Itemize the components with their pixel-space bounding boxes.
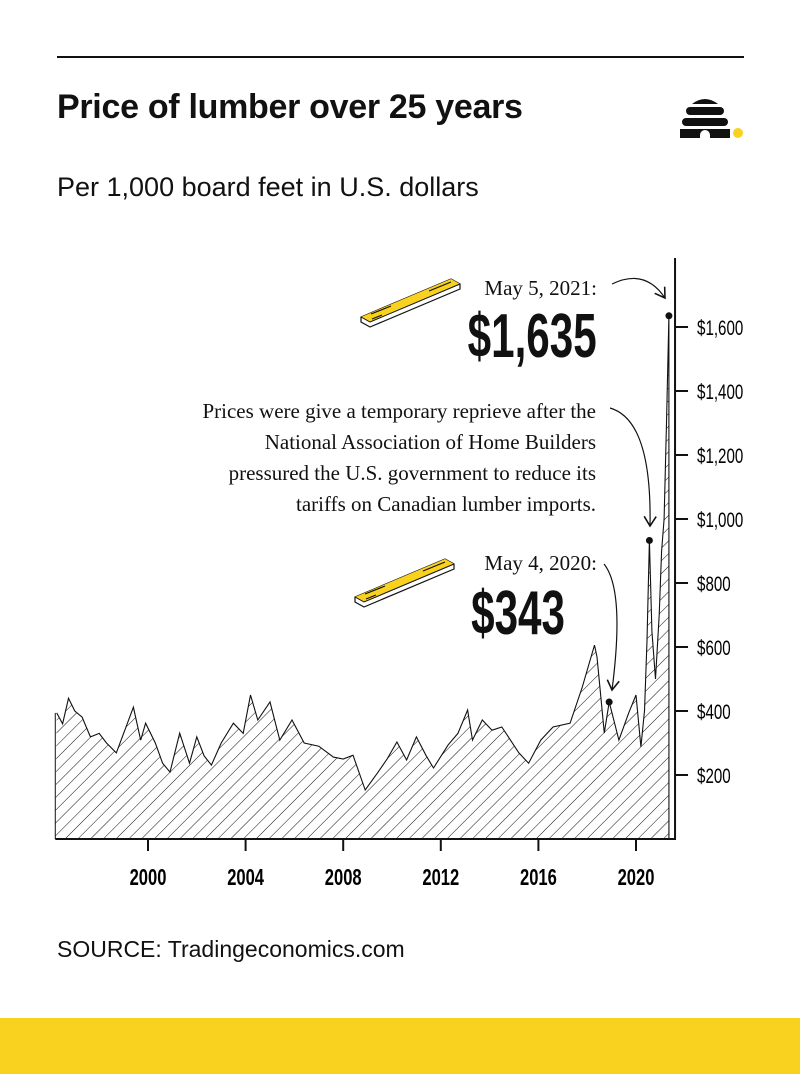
data-marker [605,698,613,706]
lumber-board-icon [354,558,455,608]
x-tick-label: 2000 [130,865,167,890]
top-rule [57,56,744,58]
chart-subtitle: Per 1,000 board feet in U.S. dollars [57,172,479,202]
peak-date: May 5, 2021: [484,276,597,300]
x-tick-label: 2004 [227,865,265,890]
y-tick-label: $800 [697,571,731,595]
y-tick-label: $400 [697,699,731,723]
low-date: May 4, 2020: [484,551,597,575]
note-line: pressured the U.S. government to reduce … [228,461,596,485]
lumber-board-icon [360,278,461,328]
data-marker [665,312,673,320]
peak-value: $1,635 [468,302,597,371]
y-tick-label: $1,400 [697,379,743,403]
y-tick-label: $1,000 [697,507,743,531]
source-note: SOURCE: Tradingeconomics.com [57,936,405,962]
x-tick-label: 2020 [618,865,655,890]
y-tick-label: $600 [697,635,731,659]
price-line [56,315,670,840]
note-line: National Association of Home Builders [264,430,596,454]
peak-arrow [611,277,666,300]
note-line: Prices were give a temporary reprieve af… [202,399,596,423]
footer-band [0,1018,800,1074]
x-tick-label: 2008 [325,865,362,890]
area-fill [55,315,669,839]
data-marker [645,536,653,544]
x-tick-label: 2016 [520,865,557,890]
y-tick-label: $200 [697,763,731,787]
y-tick-label: $1,200 [697,443,743,467]
chart-title: Price of lumber over 25 years [57,88,523,126]
note-line: tariffs on Canadian lumber imports. [296,492,596,516]
beehive-icon [680,99,743,138]
y-tick-label: $1,600 [697,315,743,339]
x-tick-label: 2012 [422,865,459,890]
low-arrow [603,563,620,692]
low-value: $343 [471,579,565,648]
note-arrow [609,407,657,528]
annotation-note: Prices were give a temporary reprieve af… [202,396,596,520]
